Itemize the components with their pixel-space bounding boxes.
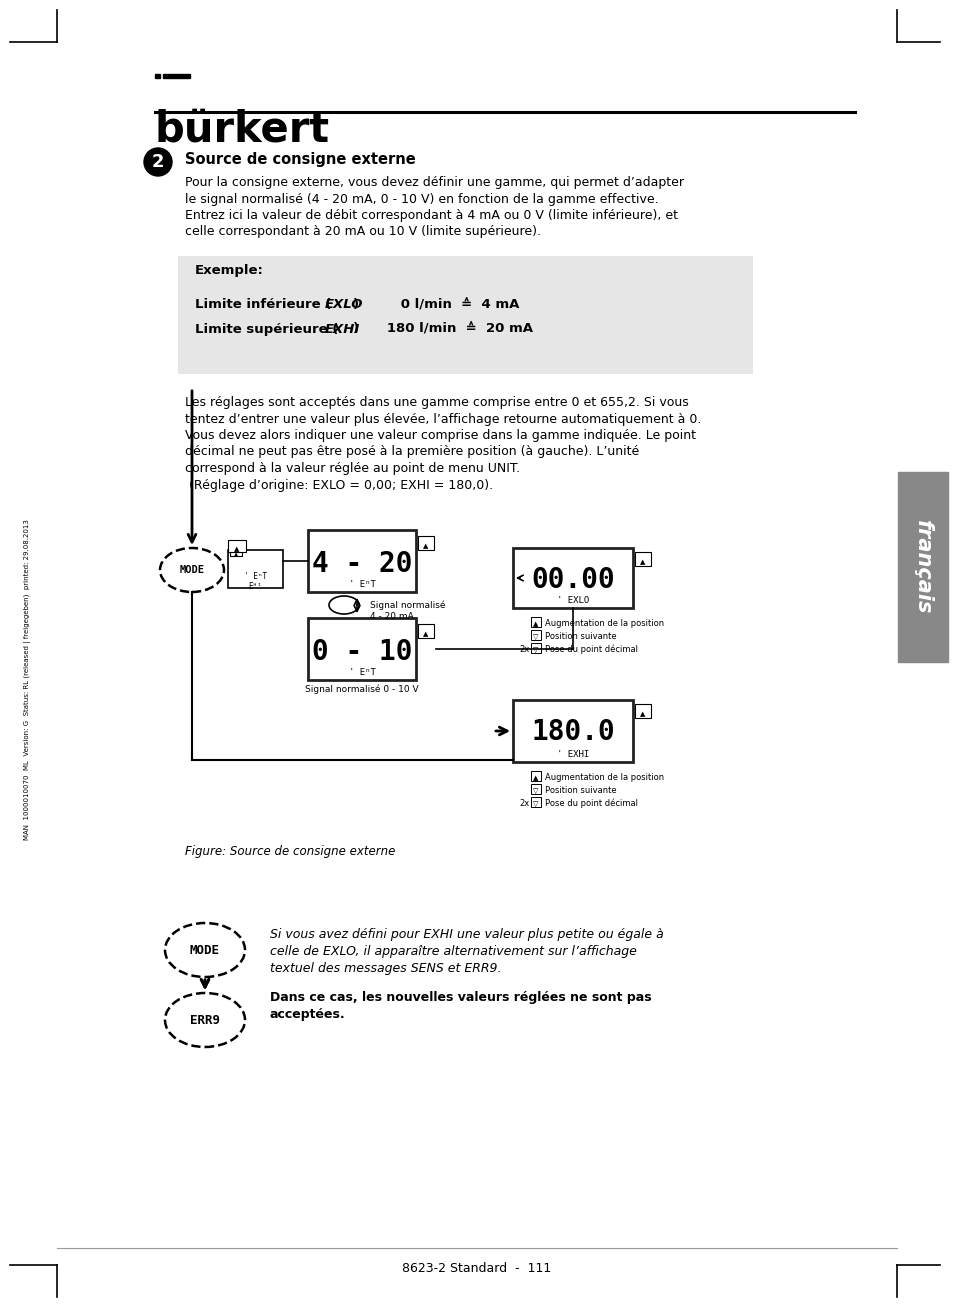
- Text: Entrez ici la valeur de débit correspondant à 4 mA ou 0 V (limite inférieure), e: Entrez ici la valeur de débit correspond…: [185, 209, 678, 222]
- Text: Si vous avez défini pour EXHI une valeur plus petite ou égale à: Si vous avez défini pour EXHI une valeur…: [270, 928, 663, 941]
- Text: 2: 2: [152, 153, 164, 171]
- Text: 0 - 10: 0 - 10: [312, 638, 412, 667]
- Text: EXHI: EXHI: [325, 323, 360, 336]
- Bar: [635, 704, 650, 718]
- Text: Limite supérieure (: Limite supérieure (: [194, 323, 338, 336]
- Text: Les réglages sont acceptés dans une gamme comprise entre 0 et 655,2. Si vous: Les réglages sont acceptés dans une gamm…: [185, 396, 688, 409]
- Text: ' EⁿT: ' EⁿT: [348, 668, 375, 677]
- Text: Position suivante: Position suivante: [544, 786, 616, 795]
- Text: correspond à la valeur réglée au point de menu UNIT.: correspond à la valeur réglée au point d…: [185, 461, 519, 474]
- Bar: [417, 623, 434, 638]
- Text: ▲: ▲: [233, 552, 238, 557]
- Text: textuel des messages SENS et ERR9.: textuel des messages SENS et ERR9.: [270, 962, 501, 975]
- Text: Pose du point décimal: Pose du point décimal: [544, 799, 638, 809]
- Bar: [178, 256, 752, 374]
- Ellipse shape: [160, 548, 224, 592]
- Text: Position suivante: Position suivante: [544, 633, 616, 640]
- Text: 2x: 2x: [518, 644, 529, 654]
- Text: Augmentation de la position: Augmentation de la position: [544, 620, 663, 627]
- Text: Limite inférieure (: Limite inférieure (: [194, 298, 331, 311]
- Text: MAN  1000010070  ML  Version: G  Status: RL (released | freigegeben)  printed: 2: MAN 1000010070 ML Version: G Status: RL …: [25, 520, 31, 840]
- Bar: [168, 74, 190, 78]
- Text: ▽: ▽: [533, 647, 538, 654]
- Text: Signal normalisé 0 - 10 V: Signal normalisé 0 - 10 V: [305, 684, 418, 694]
- Text: Dans ce cas, les nouvelles valeurs réglées ne sont pas: Dans ce cas, les nouvelles valeurs réglé…: [270, 991, 651, 1004]
- Text: français: français: [912, 520, 932, 614]
- Bar: [154, 74, 160, 78]
- Text: Pour la consigne externe, vous devez définir une gamme, qui permet d’adapter: Pour la consigne externe, vous devez déf…: [185, 176, 683, 190]
- Text: (Réglage d’origine: EXLO = 0,00; EXHI = 180,0).: (Réglage d’origine: EXLO = 0,00; EXHI = …: [185, 478, 493, 491]
- Bar: [230, 548, 242, 555]
- Text: 00.00: 00.00: [531, 566, 615, 593]
- Text: Figure: Source de consigne externe: Figure: Source de consigne externe: [185, 846, 395, 857]
- Text: ' EXHI: ' EXHI: [557, 750, 589, 759]
- Text: 4 - 20: 4 - 20: [312, 550, 412, 578]
- Text: ▲: ▲: [639, 711, 645, 718]
- Text: ▲: ▲: [533, 775, 538, 782]
- Text: EXLO: EXLO: [325, 298, 363, 311]
- Text: Vous devez alors indiquer une valeur comprise dans la gamme indiquée. Le point: Vous devez alors indiquer une valeur com…: [185, 429, 696, 442]
- Text: Pose du point décimal: Pose du point décimal: [544, 644, 638, 655]
- Bar: [531, 617, 540, 627]
- Ellipse shape: [165, 923, 245, 978]
- Bar: [308, 531, 416, 592]
- Text: ' EXLO: ' EXLO: [557, 596, 589, 605]
- Bar: [531, 630, 540, 640]
- Text: celle correspondant à 20 mA ou 10 V (limite supérieure).: celle correspondant à 20 mA ou 10 V (lim…: [185, 226, 540, 238]
- Text: ▽: ▽: [533, 788, 538, 793]
- Bar: [531, 797, 540, 806]
- Text: tentez d’entrer une valeur plus élevée, l’affichage retourne automatiquement à 0: tentez d’entrer une valeur plus élevée, …: [185, 413, 700, 426]
- Text: ERR9: ERR9: [190, 1013, 220, 1026]
- Text: 2x: 2x: [518, 799, 529, 808]
- Text: le signal normalisé (4 - 20 mA, 0 - 10 V) en fonction de la gamme effective.: le signal normalisé (4 - 20 mA, 0 - 10 V…: [185, 192, 658, 205]
- Text: ▽: ▽: [533, 634, 538, 640]
- Text: )      180 l/min  ≙  20 mA: ) 180 l/min ≙ 20 mA: [353, 323, 533, 336]
- Ellipse shape: [165, 993, 245, 1047]
- Bar: [531, 784, 540, 793]
- Bar: [635, 552, 650, 566]
- Bar: [513, 548, 633, 608]
- Bar: [531, 771, 540, 782]
- Text: 8623-2 Standard  -  111: 8623-2 Standard - 111: [402, 1263, 551, 1276]
- Text: ▲: ▲: [423, 631, 428, 637]
- Text: acceptées.: acceptées.: [270, 1008, 345, 1021]
- Bar: [897, 472, 947, 663]
- Text: décimal ne peut pas être posé à la première position (à gauche). L’unité: décimal ne peut pas être posé à la premi…: [185, 446, 639, 459]
- Text: )         0 l/min  ≙  4 mA: ) 0 l/min ≙ 4 mA: [353, 298, 518, 311]
- Text: ▲: ▲: [423, 542, 428, 549]
- Bar: [163, 74, 168, 78]
- Text: ▽: ▽: [533, 801, 538, 806]
- Bar: [308, 618, 416, 680]
- Bar: [417, 536, 434, 550]
- Circle shape: [144, 148, 172, 176]
- Bar: [228, 540, 246, 552]
- Text: MODE: MODE: [179, 565, 204, 575]
- Bar: [513, 701, 633, 762]
- Text: Exemple:: Exemple:: [194, 264, 264, 277]
- Text: ' EⁿT: ' EⁿT: [244, 572, 267, 582]
- Text: Source de consigne externe: Source de consigne externe: [185, 152, 416, 167]
- Bar: [531, 643, 540, 654]
- Text: MODE: MODE: [190, 944, 220, 957]
- Text: ▲: ▲: [533, 621, 538, 627]
- Text: Augmentation de la position: Augmentation de la position: [544, 772, 663, 782]
- Text: ▲: ▲: [639, 559, 645, 565]
- Text: celle de EXLO, il apparaître alternativement sur l’affichage: celle de EXLO, il apparaître alternative…: [270, 945, 637, 958]
- Text: ▲: ▲: [234, 546, 239, 552]
- Text: Eᴴᴵ: Eᴴᴵ: [249, 582, 262, 591]
- Text: ' EⁿT: ' EⁿT: [348, 580, 375, 589]
- Text: bürkert: bürkert: [154, 108, 330, 150]
- Text: Signal normalisé
4 - 20 mA: Signal normalisé 4 - 20 mA: [370, 600, 445, 621]
- Bar: [228, 550, 283, 588]
- Text: 180.0: 180.0: [531, 718, 615, 746]
